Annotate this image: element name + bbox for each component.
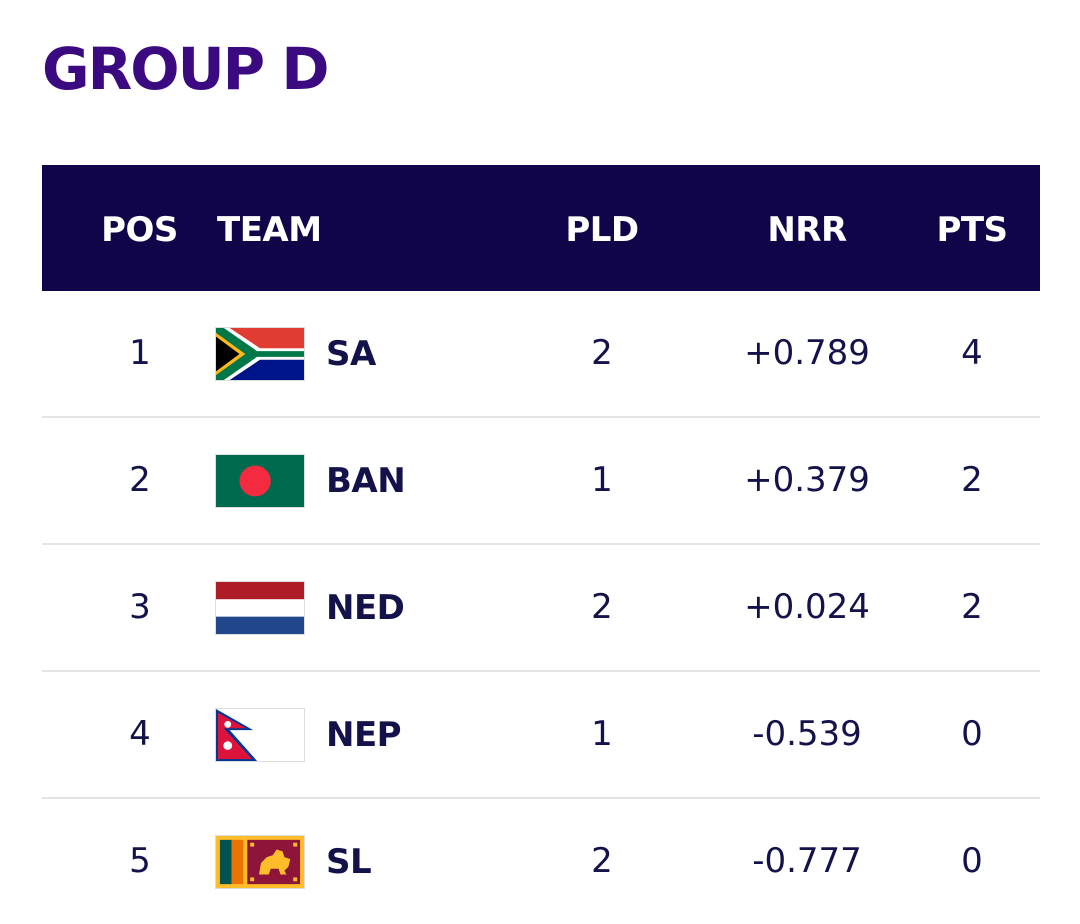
row-nrr: +0.024 xyxy=(744,587,870,627)
row-pts: 2 xyxy=(961,587,983,627)
row-nrr: +0.379 xyxy=(744,460,870,500)
netherlands-flag-icon xyxy=(216,581,304,634)
team-cell[interactable]: SL xyxy=(216,799,372,924)
team-cell[interactable]: NED xyxy=(216,545,405,670)
group-title: GROUP D xyxy=(42,35,330,103)
team-name[interactable]: BAN xyxy=(326,460,406,501)
row-nrr: -0.777 xyxy=(752,841,862,881)
row-pos: 3 xyxy=(129,587,151,627)
row-pld: 2 xyxy=(591,841,613,881)
team-name[interactable]: SL xyxy=(326,841,372,882)
header-team[interactable]: TEAM xyxy=(217,210,322,250)
row-nrr: +0.789 xyxy=(744,333,870,373)
nepal-flag-icon xyxy=(216,708,304,761)
bangladesh-flag-icon xyxy=(216,454,304,507)
header-nrr[interactable]: NRR xyxy=(767,210,847,250)
row-pos: 1 xyxy=(129,333,151,373)
row-pld: 2 xyxy=(591,587,613,627)
table-row[interactable]: 4 NEP 1 -0.539 0 xyxy=(42,672,1040,799)
team-name[interactable]: NEP xyxy=(326,714,402,755)
team-cell[interactable]: BAN xyxy=(216,418,406,543)
south-africa-flag-icon xyxy=(216,327,304,380)
row-pts: 4 xyxy=(961,333,983,373)
sri-lanka-flag-icon xyxy=(216,835,304,888)
team-cell[interactable]: NEP xyxy=(216,672,402,797)
row-pld: 1 xyxy=(591,714,613,754)
team-name[interactable]: SA xyxy=(326,333,376,374)
team-cell[interactable]: SA xyxy=(216,291,376,416)
table-header: POS TEAM PLD NRR PTS xyxy=(42,165,1040,291)
row-pts: 0 xyxy=(961,841,983,881)
table-row[interactable]: 3 NED 2 +0.024 2 xyxy=(42,545,1040,672)
row-pld: 2 xyxy=(591,333,613,373)
row-pos: 4 xyxy=(129,714,151,754)
table-row[interactable]: 5 SL 2 -0.777 0 xyxy=(42,799,1040,924)
row-nrr: -0.539 xyxy=(752,714,862,754)
table-row[interactable]: 1 SA 2 +0.789 4 xyxy=(42,291,1040,418)
header-pts[interactable]: PTS xyxy=(936,210,1008,250)
row-pts: 2 xyxy=(961,460,983,500)
row-pld: 1 xyxy=(591,460,613,500)
table-row[interactable]: 2 BAN 1 +0.379 2 xyxy=(42,418,1040,545)
standings-table: POS TEAM PLD NRR PTS 1 SA 2 +0.789 4 2 xyxy=(42,165,1040,924)
row-pts: 0 xyxy=(961,714,983,754)
row-pos: 2 xyxy=(129,460,151,500)
header-pld[interactable]: PLD xyxy=(565,210,639,250)
team-name[interactable]: NED xyxy=(326,587,405,628)
row-pos: 5 xyxy=(129,841,151,881)
header-pos[interactable]: POS xyxy=(101,210,178,250)
